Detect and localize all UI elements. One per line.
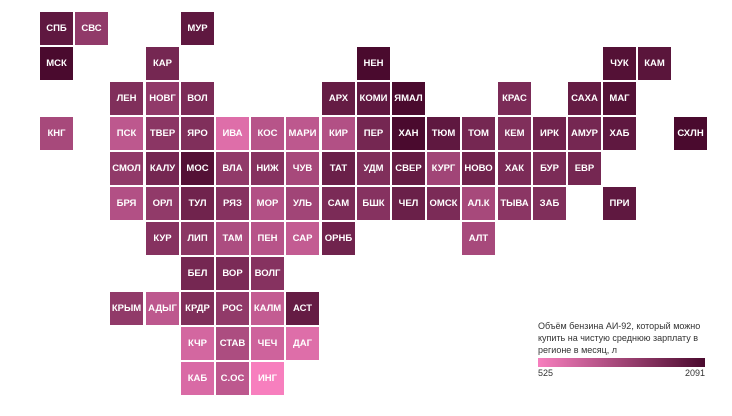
legend-labels: 525 2091 (538, 368, 705, 380)
region-tile[interactable]: ТВЕР (146, 117, 179, 150)
region-tile[interactable]: ПЕН (251, 222, 284, 255)
region-tile[interactable]: АЛ.К (462, 187, 495, 220)
region-tile[interactable]: УДМ (357, 152, 390, 185)
region-tile[interactable]: ОРНБ (322, 222, 355, 255)
region-tile[interactable]: САХА (568, 82, 601, 115)
region-tile[interactable]: ЧЕЧ (251, 327, 284, 360)
region-tile[interactable]: ИРК (533, 117, 566, 150)
region-tile[interactable]: КАМ (638, 47, 671, 80)
region-tile[interactable]: МОС (181, 152, 214, 185)
region-tile[interactable]: РЯЗ (216, 187, 249, 220)
region-tile[interactable]: САР (286, 222, 319, 255)
region-tile[interactable]: КЧР (181, 327, 214, 360)
region-tile[interactable]: АСТ (286, 292, 319, 325)
region-tile[interactable]: АЛТ (462, 222, 495, 255)
region-tile[interactable]: ВОЛ (181, 82, 214, 115)
region-tile[interactable]: ХАБ (603, 117, 636, 150)
region-tile[interactable]: НОВО (462, 152, 495, 185)
region-tile[interactable]: САМ (322, 187, 355, 220)
region-tile[interactable]: КЕМ (498, 117, 531, 150)
region-tile[interactable]: ВЛА (216, 152, 249, 185)
region-tile[interactable]: КАЛУ (146, 152, 179, 185)
region-tile[interactable]: РОС (216, 292, 249, 325)
region-tile[interactable]: ТЮМ (427, 117, 460, 150)
region-tile[interactable]: КРДР (181, 292, 214, 325)
region-tile[interactable]: ТАМ (216, 222, 249, 255)
region-tile[interactable]: КАБ (181, 362, 214, 395)
region-tile[interactable]: ОМСК (427, 187, 460, 220)
region-tile[interactable]: ИНГ (251, 362, 284, 395)
region-tile[interactable]: МСК (40, 47, 73, 80)
legend-title: Объём бензина АИ-92, который можно купит… (538, 321, 701, 355)
region-tile[interactable]: ХАН (392, 117, 425, 150)
region-tile[interactable]: ТУЛ (181, 187, 214, 220)
region-tile[interactable]: ОРЛ (146, 187, 179, 220)
region-tile[interactable]: СПБ (40, 12, 73, 45)
region-tile[interactable]: ЧЕЛ (392, 187, 425, 220)
region-tile[interactable]: КОМИ (357, 82, 390, 115)
region-tile[interactable]: КАЛМ (251, 292, 284, 325)
region-tile[interactable]: ЧУВ (286, 152, 319, 185)
region-tile[interactable]: МАРИ (286, 117, 319, 150)
region-tile[interactable]: КРЫМ (110, 292, 143, 325)
region-tile[interactable]: СВЕР (392, 152, 425, 185)
region-tile[interactable]: СХЛН (674, 117, 707, 150)
region-tile[interactable]: КУРГ (427, 152, 460, 185)
region-tile[interactable]: АМУР (568, 117, 601, 150)
region-tile[interactable]: АДЫГ (146, 292, 179, 325)
region-tile[interactable]: КНГ (40, 117, 73, 150)
region-tile[interactable]: БШК (357, 187, 390, 220)
region-tile[interactable]: ТЫВА (498, 187, 531, 220)
region-tile[interactable]: С.ОС (216, 362, 249, 395)
region-tile[interactable]: МУР (181, 12, 214, 45)
legend-color-scale (538, 358, 705, 367)
region-tile[interactable]: БЕЛ (181, 257, 214, 290)
region-tile[interactable]: УЛЬ (286, 187, 319, 220)
region-tile[interactable]: МОР (251, 187, 284, 220)
region-tile[interactable]: ПСК (110, 117, 143, 150)
region-tile[interactable]: КИР (322, 117, 355, 150)
region-tile[interactable]: ЕВР (568, 152, 601, 185)
region-tile[interactable]: МАГ (603, 82, 636, 115)
region-tile[interactable]: ВОР (216, 257, 249, 290)
region-tile[interactable]: ЯРО (181, 117, 214, 150)
region-tile[interactable]: ЗАБ (533, 187, 566, 220)
legend-min-label: 525 (538, 368, 554, 378)
region-tile[interactable]: ЯМАЛ (392, 82, 425, 115)
legend-max-label: 2091 (684, 368, 705, 378)
region-tile[interactable]: КУР (146, 222, 179, 255)
region-tile[interactable]: ПРИ (603, 187, 636, 220)
region-tile[interactable]: ЛИП (181, 222, 214, 255)
region-tile[interactable]: СТАВ (216, 327, 249, 360)
region-tile[interactable]: БУР (533, 152, 566, 185)
region-tile[interactable]: НЕН (357, 47, 390, 80)
region-tile[interactable]: ВОЛГ (251, 257, 284, 290)
legend: Объём бензина АИ-92, который можно купит… (538, 320, 708, 380)
region-tile[interactable]: ЛЕН (110, 82, 143, 115)
region-tile[interactable]: НОВГ (146, 82, 179, 115)
region-tile[interactable]: ТАТ (322, 152, 355, 185)
region-tile[interactable]: ДАГ (286, 327, 319, 360)
region-tile[interactable]: СМОЛ (110, 152, 143, 185)
region-tile[interactable]: АРХ (322, 82, 355, 115)
region-tile[interactable]: ТОМ (462, 117, 495, 150)
region-tile[interactable]: КОС (251, 117, 284, 150)
region-tile[interactable]: ИВА (216, 117, 249, 150)
region-tile[interactable]: ЧУК (603, 47, 636, 80)
region-tile[interactable]: БРЯ (110, 187, 143, 220)
region-tile[interactable]: ХАК (498, 152, 531, 185)
region-tile[interactable]: КРАС (498, 82, 531, 115)
region-tile[interactable]: КАР (146, 47, 179, 80)
region-tile[interactable]: ПЕР (357, 117, 390, 150)
region-tile[interactable]: НИЖ (251, 152, 284, 185)
region-tile[interactable]: СВС (75, 12, 108, 45)
